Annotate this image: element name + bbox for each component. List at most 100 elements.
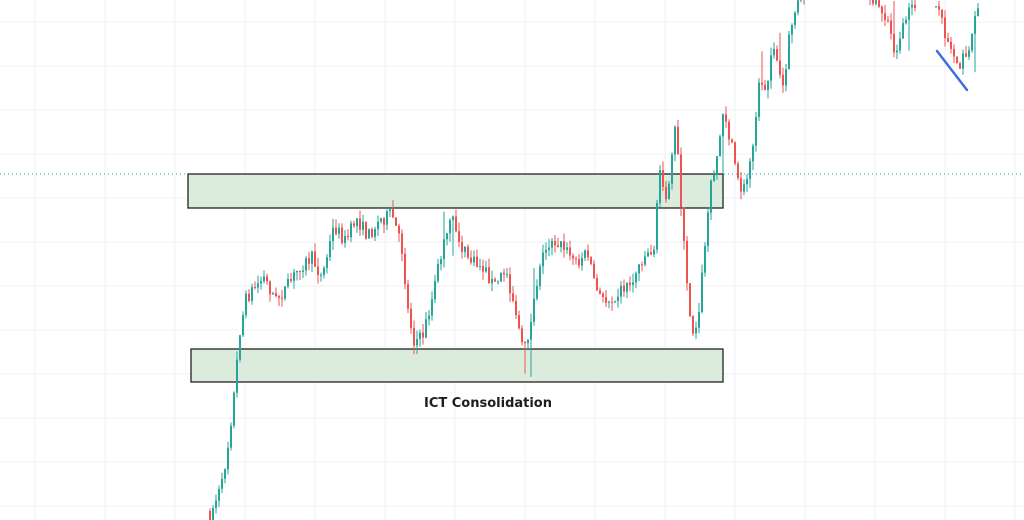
candle-body (404, 253, 406, 285)
candle-body (641, 264, 643, 266)
candles (209, 0, 979, 520)
candle-body (488, 267, 490, 284)
candle-body (545, 249, 547, 253)
candle-body (716, 156, 718, 175)
candle-body (674, 126, 676, 155)
candle-body (368, 229, 370, 239)
candle-body (605, 297, 607, 303)
candle-body (329, 241, 331, 258)
candle-body (596, 278, 598, 291)
candle-body (482, 266, 484, 272)
candle-body (719, 136, 721, 157)
candle-body (626, 282, 628, 292)
candle-body (296, 270, 298, 273)
candle-body (272, 293, 274, 295)
candle-body (419, 332, 421, 340)
candle-body (761, 82, 763, 85)
candle-body (758, 82, 760, 117)
candle-body (434, 281, 436, 300)
candle-body (662, 170, 664, 187)
candle-body (908, 7, 910, 20)
candle-body (239, 335, 241, 360)
candle-body (491, 279, 493, 284)
candle-body (578, 259, 580, 266)
candle-body (314, 251, 316, 267)
candle-body (500, 272, 502, 282)
candle-body (542, 252, 544, 267)
candle-body (878, 0, 880, 7)
candle-body (425, 319, 427, 338)
candle-body (794, 12, 796, 25)
candle-body (698, 312, 700, 328)
candle-body (905, 19, 907, 24)
candle-body (521, 328, 523, 343)
candle-body (266, 276, 268, 282)
candle-body (701, 272, 703, 313)
candle-body (890, 20, 892, 34)
candle-body (407, 284, 409, 309)
candle-body (302, 270, 304, 272)
candle-body (308, 258, 310, 264)
candle-body (764, 84, 766, 90)
candle-body (236, 359, 238, 393)
candle-body (380, 218, 382, 222)
candle-body (305, 258, 307, 271)
candle-body (335, 227, 337, 234)
candle-body (473, 256, 475, 263)
candle-body (740, 178, 742, 192)
candle-body (341, 227, 343, 243)
candle-body (356, 218, 358, 226)
candle-body (515, 300, 517, 316)
candle-body (692, 316, 694, 334)
candle-body (254, 286, 256, 288)
candle-body (896, 50, 898, 53)
candle-body (872, 0, 874, 4)
candle-body (416, 339, 418, 346)
candle-body (215, 500, 217, 508)
candle-body (359, 218, 361, 230)
candle-body (617, 296, 619, 302)
candle-body (443, 239, 445, 260)
candle-body (386, 211, 388, 225)
candle-body (224, 469, 226, 479)
candle-body (467, 246, 469, 258)
candle-body (506, 274, 508, 276)
candle-body (284, 286, 286, 299)
candle-body (245, 293, 247, 316)
candle-body (950, 41, 952, 49)
candle-body (518, 315, 520, 329)
candle-body (398, 225, 400, 234)
candle-body (227, 447, 229, 470)
candle-body (887, 19, 889, 21)
candle-body (212, 507, 214, 520)
candle-body (977, 8, 979, 17)
candle-body (563, 241, 565, 250)
candle-body (512, 293, 514, 301)
candle-body (683, 207, 685, 241)
candle-body (374, 229, 376, 237)
candle-body (599, 290, 601, 294)
candle-body (260, 281, 262, 284)
candle-body (476, 256, 478, 267)
candle-body (257, 283, 259, 288)
candle-body (665, 186, 667, 200)
candle-body (389, 209, 391, 212)
candle-body (893, 33, 895, 53)
candle-body (623, 285, 625, 292)
candle-body (944, 17, 946, 39)
candle-body (791, 24, 793, 35)
candle-body (911, 4, 913, 8)
candle-body (767, 80, 769, 90)
support-zone (190, 348, 724, 383)
candle-body (686, 240, 688, 284)
candle-body (428, 315, 430, 320)
candle-body (290, 279, 292, 281)
candle-body (737, 163, 739, 179)
candle-body (602, 293, 604, 298)
candle-body (233, 392, 235, 426)
candle-body (647, 252, 649, 257)
candle-body (914, 4, 916, 8)
candle-body (401, 233, 403, 254)
candle-body (935, 6, 937, 8)
